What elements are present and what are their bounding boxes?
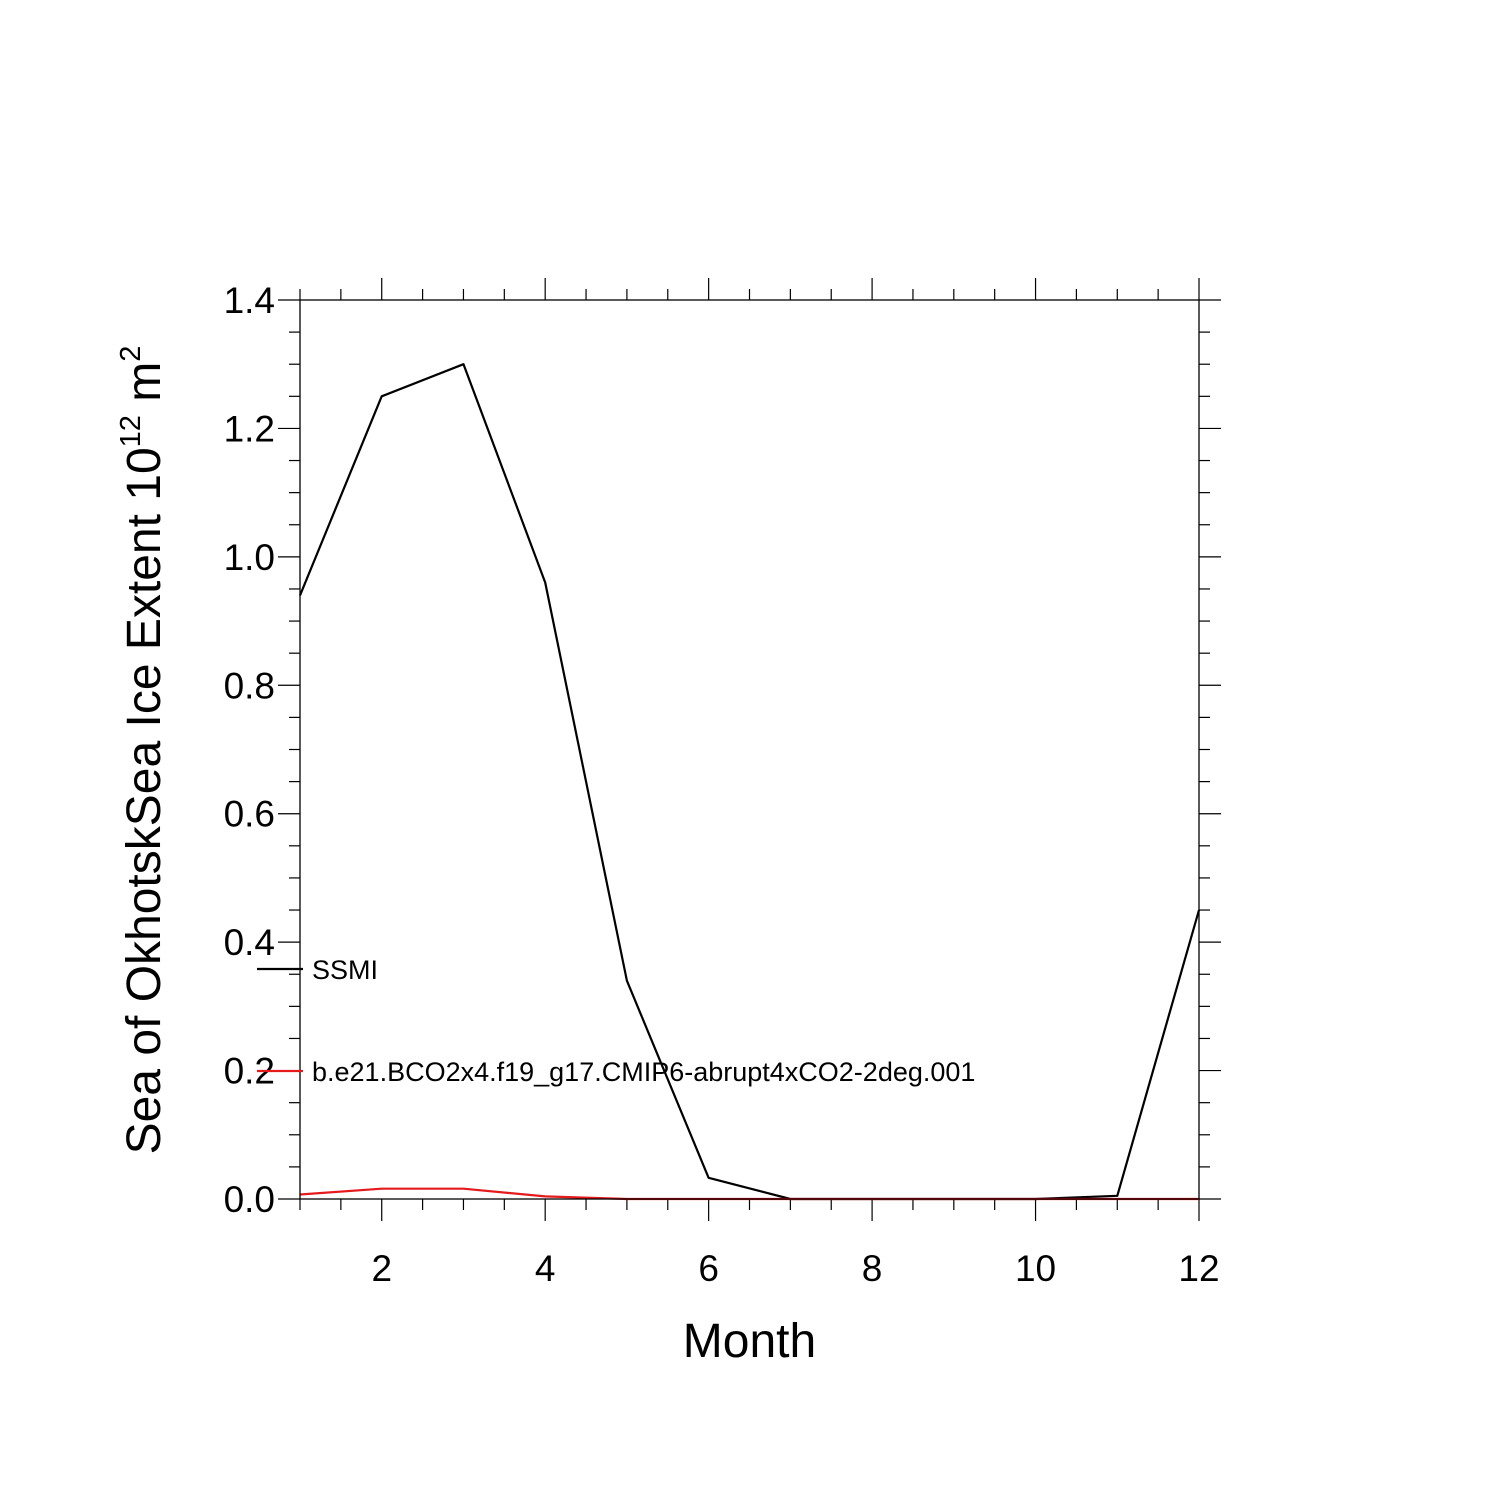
plot-frame [299,299,1200,1200]
y-axis-title-unit: m [118,362,171,415]
legend-label: SSMI [312,955,378,985]
x-tick-label: 10 [1015,1248,1056,1289]
y-axis-title-main: Sea of OkhotskSea Ice Extent 10 [118,447,171,1154]
y-axis-title-unit-exponent: 2 [115,346,147,362]
x-tick-label: 8 [862,1248,883,1289]
tick-labels: 2 4 6 8 10 120.00.20.40.60.81.01.21.4 [224,280,1220,1289]
x-tick-label: 4 [535,1248,556,1289]
y-tick-label: 0.8 [224,665,275,706]
y-tick-label: 1.0 [224,537,275,578]
x-tick-label: 12 [1178,1248,1219,1289]
y-axis-title-exponent: 12 [115,415,147,447]
x-axis-title: Month [683,1315,816,1368]
legend-label: b.e21.BCO2x4.f19_g17.CMIP6-abrupt4xCO2-2… [312,1057,975,1087]
x-tick-label: 6 [698,1248,719,1289]
y-tick-label: 0.6 [224,794,275,835]
y-tick-label: 0.0 [224,1179,275,1220]
y-tick-label: 0.4 [224,922,275,963]
y-tick-label: 1.2 [224,408,275,449]
axis-ticks [278,278,1221,1221]
x-tick-label: 2 [371,1248,392,1289]
y-axis-title: Sea of OkhotskSea Ice Extent 1012 m2 [115,346,171,1155]
legend: SSMI b.e21.BCO2x4.f19_g17.CMIP6-abrupt4xC… [257,955,975,1087]
y-tick-label: 1.4 [224,280,275,321]
